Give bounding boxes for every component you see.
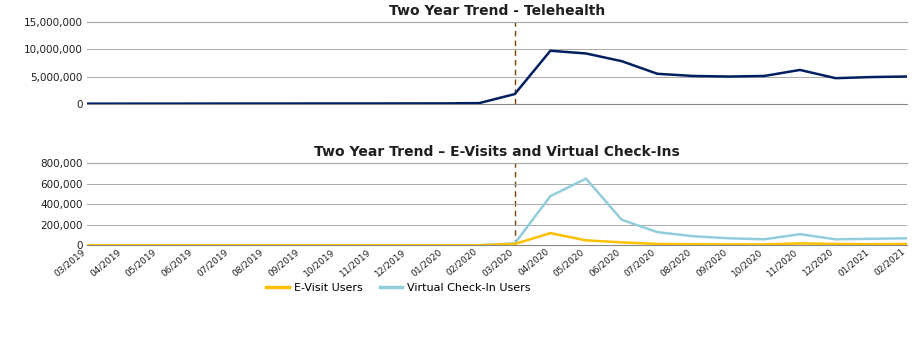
Virtual Check-In Users [866,236,877,241]
E-Visit Users [830,242,841,246]
E-Visit Users [901,242,912,246]
E-Visit Users [117,243,128,247]
Virtual Check-In Users [153,243,164,247]
E-Visit Users [652,242,663,246]
Virtual Check-In Users [366,243,377,247]
Virtual Check-In Users [545,194,556,198]
E-Visit Users [758,242,769,247]
E-Visit Users [616,240,627,244]
E-Visit Users [688,242,699,247]
Virtual Check-In Users [901,236,912,240]
E-Visit Users [366,243,377,247]
Virtual Check-In Users [509,241,520,245]
E-Visit Users [295,243,306,247]
Line: E-Visit Users: E-Visit Users [87,233,907,245]
Virtual Check-In Users [189,243,200,247]
Virtual Check-In Users [331,243,342,247]
Virtual Check-In Users [295,243,306,247]
E-Visit Users [438,243,449,247]
Virtual Check-In Users [474,243,485,247]
Virtual Check-In Users [723,236,734,240]
Legend: E-Visit Users, Virtual Check-In Users: E-Visit Users, Virtual Check-In Users [262,279,535,297]
Virtual Check-In Users [117,243,128,247]
Virtual Check-In Users [794,232,805,236]
E-Visit Users [402,243,413,247]
Title: Two Year Trend - Telehealth: Two Year Trend - Telehealth [388,4,605,18]
Virtual Check-In Users [438,243,449,247]
E-Visit Users [153,243,164,247]
Virtual Check-In Users [830,237,841,242]
Virtual Check-In Users [581,177,592,181]
Title: Two Year Trend – E-Visits and Virtual Check-Ins: Two Year Trend – E-Visits and Virtual Ch… [314,145,680,159]
Virtual Check-In Users [652,230,663,234]
E-Visit Users [224,243,235,247]
E-Visit Users [260,243,271,247]
Virtual Check-In Users [402,243,413,247]
Virtual Check-In Users [224,243,235,247]
E-Visit Users [723,242,734,247]
Virtual Check-In Users [758,237,769,242]
E-Visit Users [545,231,556,235]
Virtual Check-In Users [688,234,699,238]
E-Visit Users [581,238,592,243]
E-Visit Users [866,242,877,247]
E-Visit Users [474,243,485,247]
E-Visit Users [509,242,520,246]
E-Visit Users [794,241,805,245]
Virtual Check-In Users [82,243,93,247]
Line: Virtual Check-In Users: Virtual Check-In Users [87,179,907,245]
E-Visit Users [82,243,93,247]
E-Visit Users [189,243,200,247]
E-Visit Users [331,243,342,247]
Virtual Check-In Users [260,243,271,247]
Virtual Check-In Users [616,218,627,222]
